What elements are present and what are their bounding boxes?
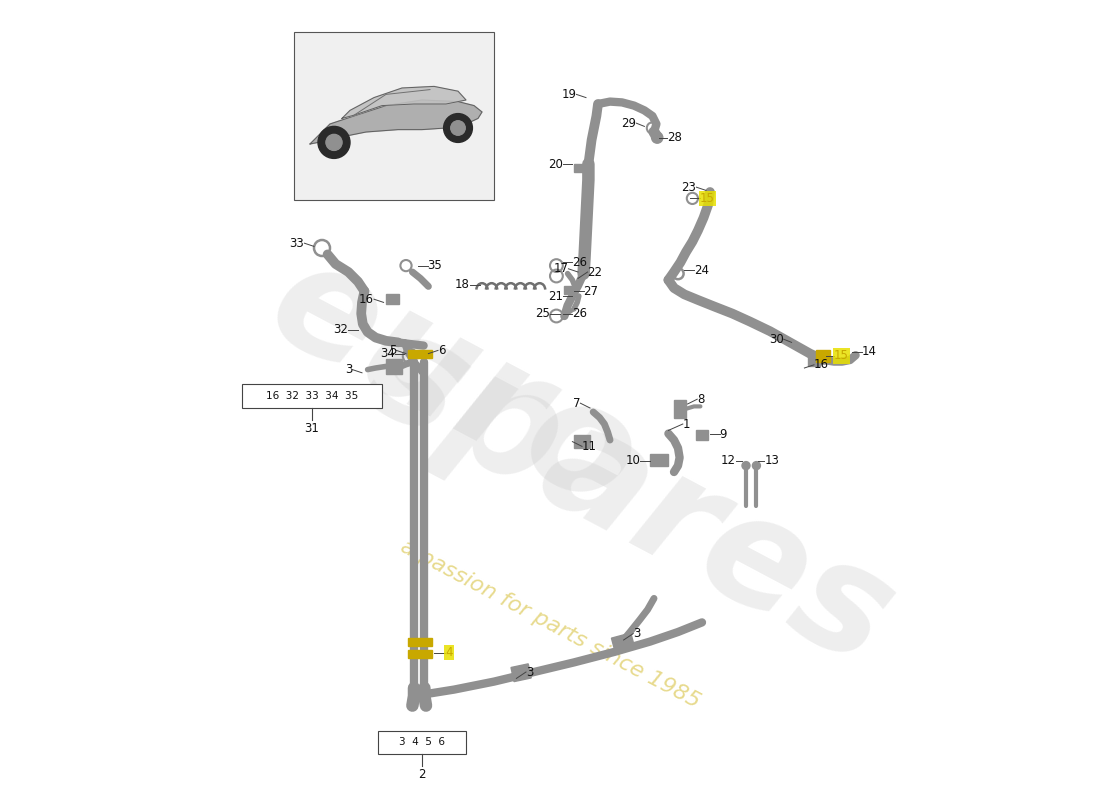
Text: 25: 25	[535, 307, 550, 320]
Bar	[574, 435, 590, 448]
Text: 1: 1	[683, 418, 691, 430]
Bar	[512, 664, 531, 682]
Bar	[408, 650, 431, 658]
Text: euro: euro	[245, 226, 662, 542]
Text: 28: 28	[667, 131, 682, 144]
Text: 35: 35	[428, 259, 442, 272]
Circle shape	[326, 134, 342, 150]
Text: 26: 26	[572, 256, 587, 269]
Circle shape	[451, 121, 465, 135]
Text: 16: 16	[814, 358, 829, 371]
Circle shape	[443, 114, 472, 142]
Text: 30: 30	[769, 333, 783, 346]
Text: 32: 32	[333, 323, 349, 336]
Bar	[695, 430, 708, 440]
Text: 24: 24	[694, 264, 710, 277]
Bar	[294, 32, 494, 200]
Text: 5: 5	[389, 344, 396, 357]
Text: 3: 3	[526, 666, 534, 678]
Bar	[386, 359, 402, 374]
Text: 14: 14	[862, 346, 877, 358]
Text: a passion for parts since 1985: a passion for parts since 1985	[397, 536, 703, 712]
Text: 7: 7	[573, 397, 581, 410]
Text: 33: 33	[289, 237, 305, 250]
Circle shape	[742, 462, 750, 470]
Text: 22: 22	[587, 266, 603, 278]
Text: 3  4  5  6: 3 4 5 6	[399, 738, 446, 747]
Text: 3: 3	[634, 627, 640, 640]
Text: 16: 16	[359, 293, 374, 306]
Text: 3: 3	[345, 363, 352, 376]
Circle shape	[318, 126, 350, 158]
Bar	[807, 355, 821, 366]
Text: 23: 23	[682, 181, 696, 194]
Bar	[408, 638, 431, 646]
Text: 26: 26	[572, 307, 587, 320]
Bar	[386, 294, 399, 304]
Text: 11: 11	[582, 440, 597, 453]
Text: 6: 6	[438, 344, 446, 357]
Bar	[408, 350, 431, 358]
Text: 27: 27	[584, 285, 598, 298]
Bar	[815, 350, 830, 362]
Circle shape	[752, 462, 760, 470]
Text: 10: 10	[626, 454, 640, 467]
Bar	[242, 384, 382, 408]
Text: 13: 13	[764, 454, 779, 467]
Text: 34: 34	[379, 347, 395, 360]
Bar	[612, 633, 635, 654]
Polygon shape	[310, 100, 482, 144]
Text: 19: 19	[561, 88, 576, 101]
Text: 12: 12	[720, 454, 736, 467]
Text: 9: 9	[719, 428, 727, 441]
Bar	[378, 731, 466, 754]
Text: 20: 20	[548, 158, 563, 170]
Circle shape	[651, 132, 663, 143]
Bar	[674, 400, 686, 418]
Text: 16  32  33  34  35: 16 32 33 34 35	[266, 391, 359, 401]
Text: 18: 18	[455, 278, 470, 291]
Text: 8: 8	[697, 393, 705, 406]
Bar	[574, 164, 584, 172]
Text: 2: 2	[418, 768, 426, 781]
Bar	[650, 454, 668, 466]
Text: 17: 17	[553, 262, 569, 275]
Text: 15: 15	[834, 350, 849, 362]
Text: 29: 29	[621, 117, 637, 130]
Text: 21: 21	[548, 290, 563, 302]
Text: spares: spares	[342, 296, 918, 696]
Bar	[564, 286, 574, 294]
Polygon shape	[342, 86, 466, 118]
Text: 15: 15	[700, 192, 715, 205]
Text: 4: 4	[446, 646, 453, 659]
Text: 31: 31	[305, 422, 319, 434]
